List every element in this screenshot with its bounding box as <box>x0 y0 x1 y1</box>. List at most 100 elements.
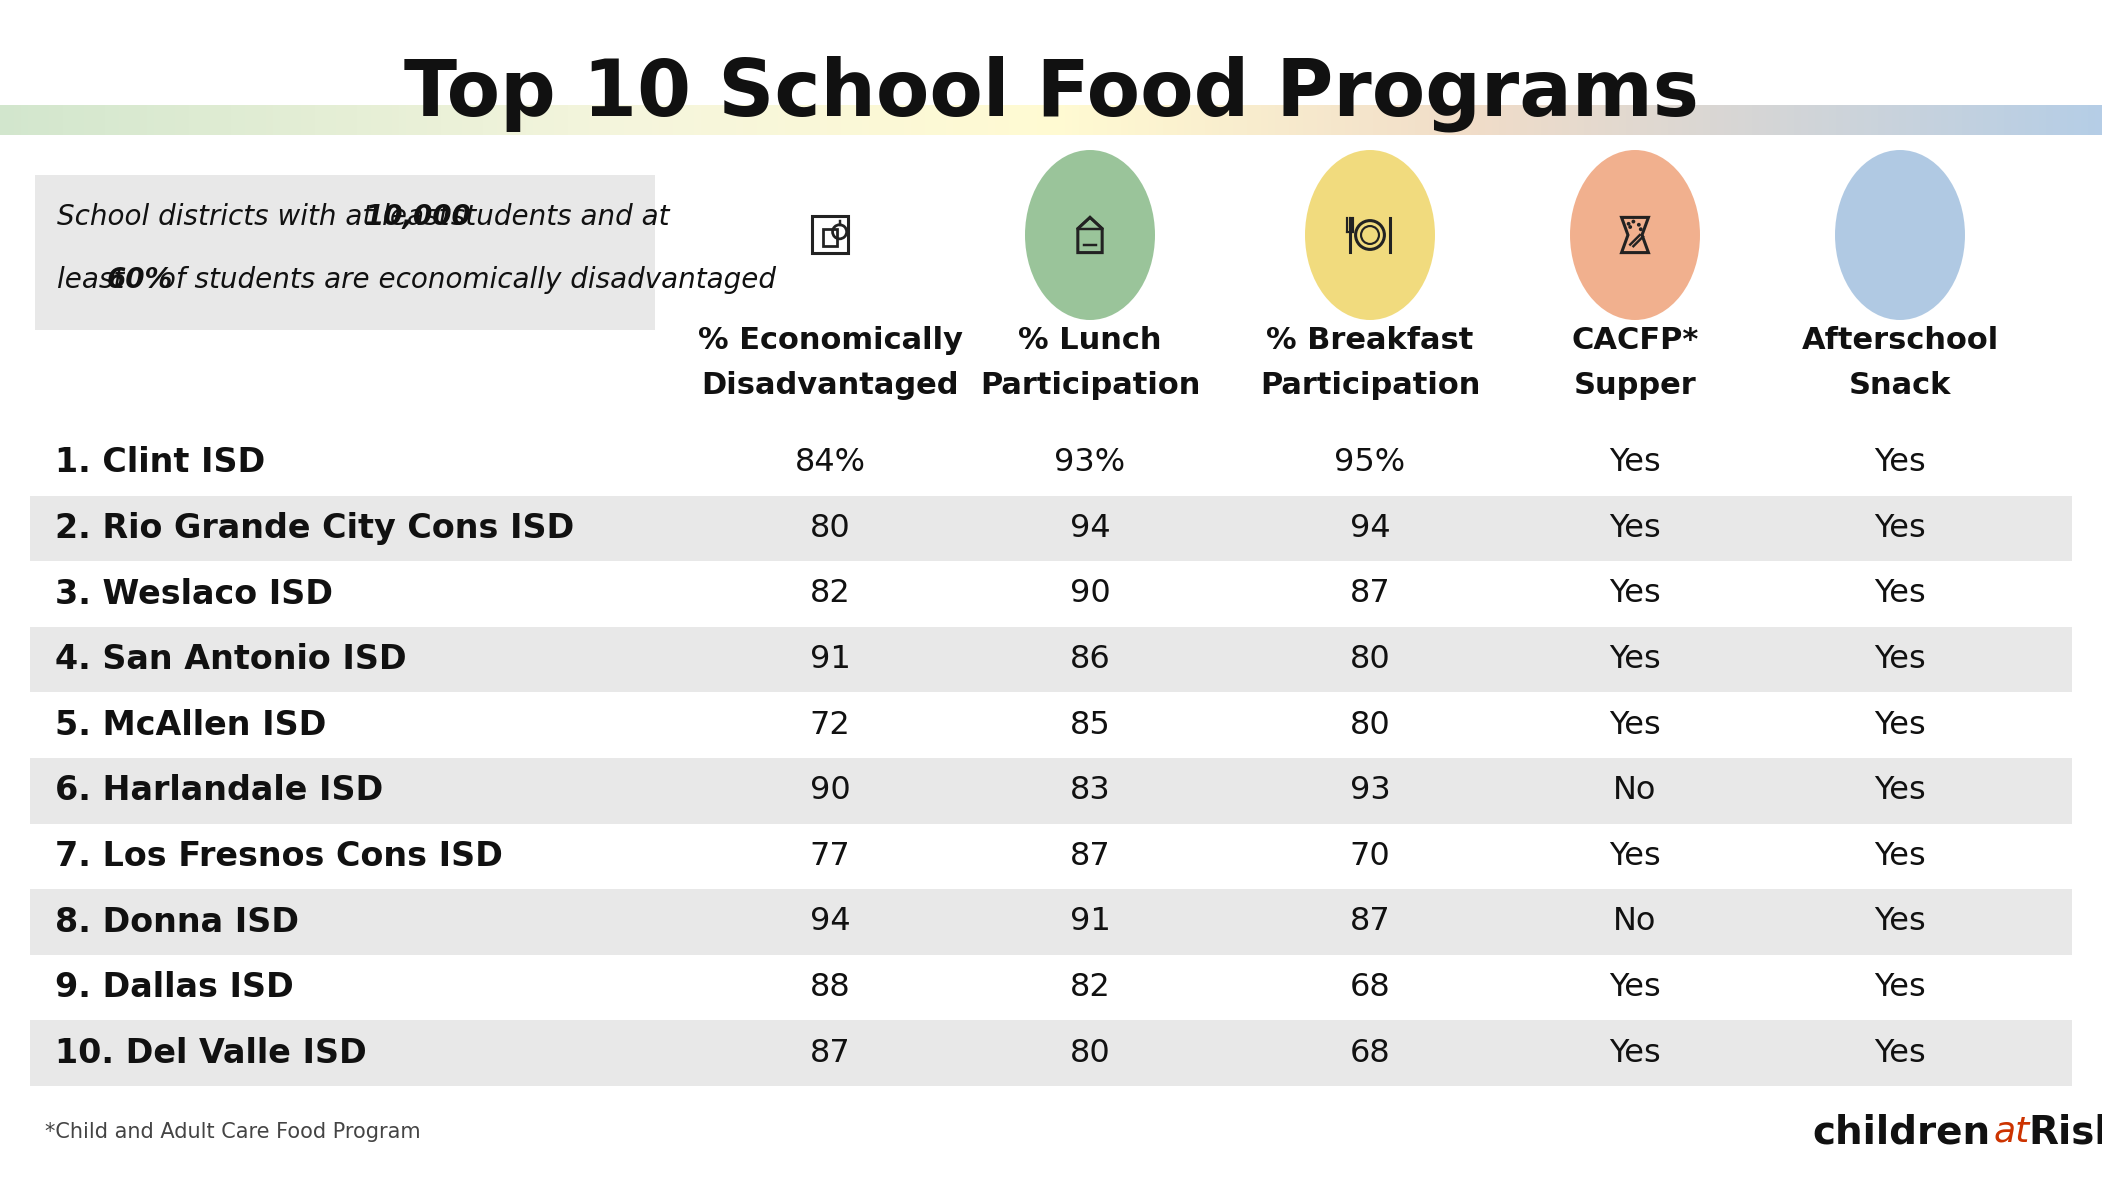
Bar <box>1171 105 1177 135</box>
Bar <box>561 105 568 135</box>
Text: 94: 94 <box>809 907 851 938</box>
Text: Supper: Supper <box>1574 371 1696 400</box>
Bar <box>1310 105 1318 135</box>
Bar <box>238 105 246 135</box>
Bar <box>1919 105 1928 135</box>
Bar <box>1507 105 1513 135</box>
Bar <box>357 105 364 135</box>
Bar <box>1141 105 1150 135</box>
Bar <box>2018 105 2024 135</box>
Bar <box>1730 105 1738 135</box>
Bar <box>715 105 721 135</box>
Bar <box>267 105 273 135</box>
Bar <box>1499 105 1507 135</box>
Bar <box>1646 105 1654 135</box>
Bar <box>1478 105 1486 135</box>
Bar <box>1633 105 1640 135</box>
Bar <box>1801 105 1808 135</box>
Text: 91: 91 <box>1070 907 1110 938</box>
Bar <box>1394 105 1402 135</box>
Bar <box>1471 105 1478 135</box>
Bar <box>1612 105 1619 135</box>
Bar <box>1688 105 1696 135</box>
Bar <box>616 105 624 135</box>
Bar <box>1373 105 1381 135</box>
Bar <box>1099 105 1108 135</box>
Bar <box>904 105 910 135</box>
Bar <box>477 105 483 135</box>
Text: least: least <box>57 266 132 294</box>
Bar <box>1961 105 1970 135</box>
Bar <box>1240 105 1246 135</box>
Bar <box>195 105 204 135</box>
Bar <box>645 105 652 135</box>
Text: 80: 80 <box>1070 1037 1110 1069</box>
Text: Yes: Yes <box>1875 776 1925 806</box>
Bar <box>1982 105 1991 135</box>
Bar <box>729 105 736 135</box>
Bar <box>1576 105 1583 135</box>
Bar <box>1772 105 1780 135</box>
Bar <box>1555 105 1562 135</box>
Bar <box>1492 105 1499 135</box>
Bar <box>322 105 330 135</box>
Bar <box>1913 105 1919 135</box>
Bar <box>1591 105 1598 135</box>
Bar <box>742 105 750 135</box>
Bar <box>315 105 322 135</box>
Bar <box>658 105 666 135</box>
Bar <box>29 693 2073 758</box>
Text: 88: 88 <box>809 972 851 1003</box>
Bar <box>708 105 715 135</box>
Circle shape <box>1631 220 1635 224</box>
Bar <box>132 105 141 135</box>
Circle shape <box>1627 221 1631 226</box>
Bar <box>1072 105 1078 135</box>
Bar <box>2081 105 2087 135</box>
Text: Snack: Snack <box>1850 371 1951 400</box>
Bar <box>973 105 982 135</box>
Bar <box>799 105 805 135</box>
Bar <box>1898 105 1907 135</box>
Bar <box>69 105 78 135</box>
Bar <box>988 105 994 135</box>
Bar <box>1009 105 1015 135</box>
Bar <box>1339 105 1345 135</box>
Bar <box>1970 105 1976 135</box>
Bar <box>1766 105 1772 135</box>
Text: Yes: Yes <box>1875 841 1925 871</box>
Text: students and at: students and at <box>441 202 671 231</box>
Text: 93: 93 <box>1349 776 1389 806</box>
Bar <box>1150 105 1156 135</box>
Bar <box>1619 105 1625 135</box>
Bar <box>868 105 877 135</box>
Bar <box>301 105 309 135</box>
Bar <box>1318 105 1324 135</box>
Text: Participation: Participation <box>980 371 1200 400</box>
Bar <box>29 430 2073 496</box>
Bar <box>750 105 757 135</box>
Bar <box>824 229 837 246</box>
Bar <box>1864 105 1871 135</box>
Text: 2. Rio Grande City Cons ISD: 2. Rio Grande City Cons ISD <box>55 511 574 545</box>
Bar <box>1856 105 1864 135</box>
Text: 68: 68 <box>1349 1037 1389 1069</box>
Bar <box>1408 105 1415 135</box>
Bar <box>1331 105 1339 135</box>
Bar <box>1381 105 1387 135</box>
Text: 87: 87 <box>1349 907 1389 938</box>
Bar <box>1360 105 1366 135</box>
Bar <box>778 105 784 135</box>
Circle shape <box>1629 225 1631 229</box>
Text: at: at <box>1995 1115 2031 1148</box>
Bar <box>259 105 267 135</box>
Bar <box>462 105 469 135</box>
Text: No: No <box>1614 776 1656 806</box>
Bar <box>1204 105 1213 135</box>
Text: 94: 94 <box>1070 513 1110 543</box>
Bar <box>1709 105 1717 135</box>
Bar <box>1940 105 1949 135</box>
Text: 70: 70 <box>1349 841 1389 871</box>
Bar <box>469 105 477 135</box>
Bar <box>351 105 357 135</box>
